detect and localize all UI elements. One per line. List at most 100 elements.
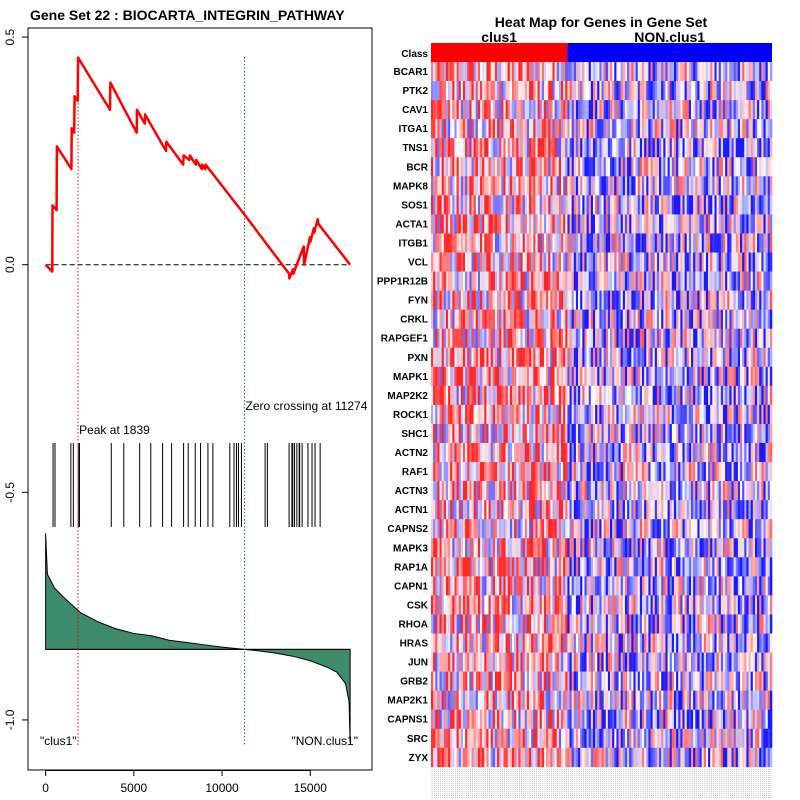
heat-map-cell [722,176,726,196]
heat-map-cell [684,157,688,177]
heat-map-cell [507,404,511,425]
heat-map-cell [705,119,709,139]
heat-map-cell [546,271,549,291]
heat-map-cell [471,614,474,634]
heat-map-cell [750,385,754,406]
heat-map-cell [467,214,470,234]
heat-map-cell [531,614,534,634]
heat-map-cell [767,290,771,310]
heat-map-cell [501,576,504,596]
heat-map-cell [624,500,628,520]
heat-map-cell [729,500,732,520]
heat-map-cell [452,138,455,158]
heat-map-cell [733,519,737,539]
heat-map-cell [654,500,658,520]
heat-map-cell [650,385,653,406]
heat-map-cell [592,309,596,329]
heat-map-cell [750,195,754,215]
heat-map-cell [490,557,494,577]
heat-map-cell [659,271,662,291]
heat-map-cell [718,100,722,120]
heat-map-cell [631,595,634,615]
heat-map-cell [582,614,585,634]
heat-map-cell [667,538,670,558]
heat-map-cell [671,557,675,577]
heat-map-cell [458,557,462,577]
heat-map-cell [524,576,528,596]
heat-map-cell [558,271,562,291]
heat-map-cell [680,62,683,82]
heat-map-cell [439,81,442,101]
heat-map-cell [556,500,560,520]
heat-map-cell [765,500,769,520]
heat-map-cell [514,195,517,215]
heat-map-cell [456,595,459,615]
heat-map-cell [460,328,464,349]
heat-map-cell [635,633,639,653]
heat-map-cell [601,214,604,234]
heat-map-cell [680,290,683,310]
heat-map-cell [573,595,577,615]
heat-map-cell [635,214,639,234]
heat-map-cell [629,385,632,406]
heat-map-cell [607,195,611,215]
heat-map-cell [601,443,604,463]
heat-map-cell [433,557,436,577]
heat-map-cell [725,328,728,349]
heat-map-cell [503,557,506,577]
heat-map-cell [565,366,568,387]
heat-map-cell [541,290,545,310]
heat-map-cell [454,462,457,482]
heat-map-cell [484,100,487,120]
heat-map-cell [644,138,647,158]
x-tick-label: 0 [42,781,49,795]
heat-map-cell [639,100,643,120]
heat-map-cell [759,614,762,634]
heat-map-cell [650,195,653,215]
heat-map-cell [733,271,737,291]
heat-map-cell [757,500,760,520]
heat-map-cell [484,347,487,368]
heat-map-cell [712,500,715,520]
heat-map-cell [714,271,717,291]
heat-map-cell [458,195,462,215]
heat-map-cell [573,347,577,368]
heat-map-cell [624,404,628,425]
heat-map-cell [716,119,720,139]
heat-map-cell [524,538,528,558]
heat-map-cell [744,347,747,368]
heat-map-cell [727,404,730,425]
heat-map-cell [573,614,577,634]
heat-map-cell [548,366,551,387]
heat-map-cell [624,195,628,215]
heat-map-cell [431,538,434,558]
heat-map-cell [750,538,754,558]
heat-map-cell [654,576,658,596]
heat-map-cell [480,195,483,215]
heat-map-cell [450,366,453,387]
heat-map-cell [742,519,745,539]
heat-map-cell [742,576,745,596]
heat-map-cell [433,195,436,215]
heat-map-cell [539,538,543,558]
heat-map-cell [759,100,762,120]
heat-map-cell [569,214,572,234]
heat-map-cell [731,462,734,482]
heat-map-cell [597,214,600,234]
heat-map-cell [520,252,523,272]
heat-map-cell [514,233,517,253]
heat-map-cell [620,462,624,482]
heat-map-cell [505,328,509,349]
heat-map-cell [473,423,477,444]
heat-map-cell [661,233,664,253]
heat-map-cell [471,233,474,253]
heat-map-cell [565,309,568,329]
heat-map-cell [605,443,609,463]
heat-map-cell [693,366,696,387]
heat-map-cell [748,62,751,82]
heat-map-cell [678,481,681,501]
heat-map-cell [435,347,438,368]
heat-map-cell [443,595,447,615]
heat-map-cell [740,519,743,539]
heat-map-cell [703,462,707,482]
